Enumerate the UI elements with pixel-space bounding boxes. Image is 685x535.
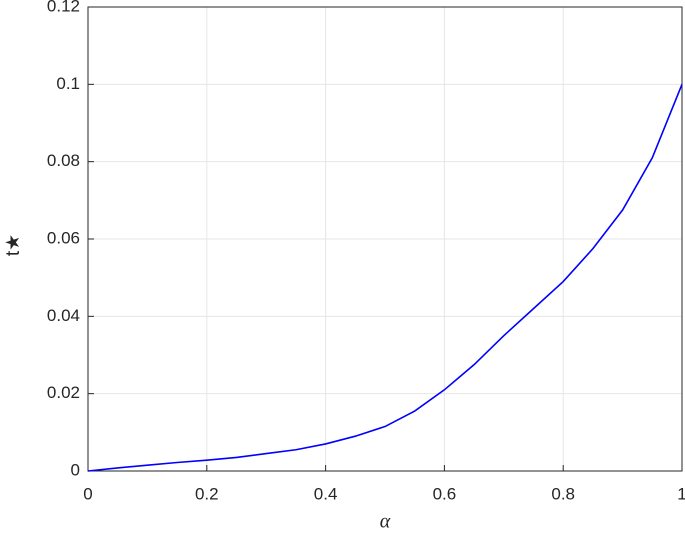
y-axis-label: t★ bbox=[3, 234, 24, 256]
x-tick-label: 1 bbox=[677, 484, 685, 503]
x-tick-label: 0.2 bbox=[195, 484, 219, 503]
x-axis-label: α bbox=[380, 511, 391, 533]
x-tick-label: 0.6 bbox=[433, 484, 457, 503]
y-tick-label: 0.06 bbox=[47, 228, 80, 247]
x-tick-label: 0.4 bbox=[314, 484, 338, 503]
x-tick-label: 0 bbox=[83, 484, 92, 503]
y-tick-label: 0.12 bbox=[47, 0, 80, 15]
y-tick-label: 0 bbox=[71, 460, 80, 479]
y-tick-label: 0.1 bbox=[56, 74, 80, 93]
x-tick-label: 0.8 bbox=[551, 484, 575, 503]
data-line bbox=[87, 84, 683, 472]
y-tick-label: 0.02 bbox=[47, 383, 80, 402]
y-tick-label: 0.04 bbox=[47, 306, 80, 325]
plot-frame bbox=[87, 6, 683, 472]
y-tick-label: 0.08 bbox=[47, 151, 80, 170]
